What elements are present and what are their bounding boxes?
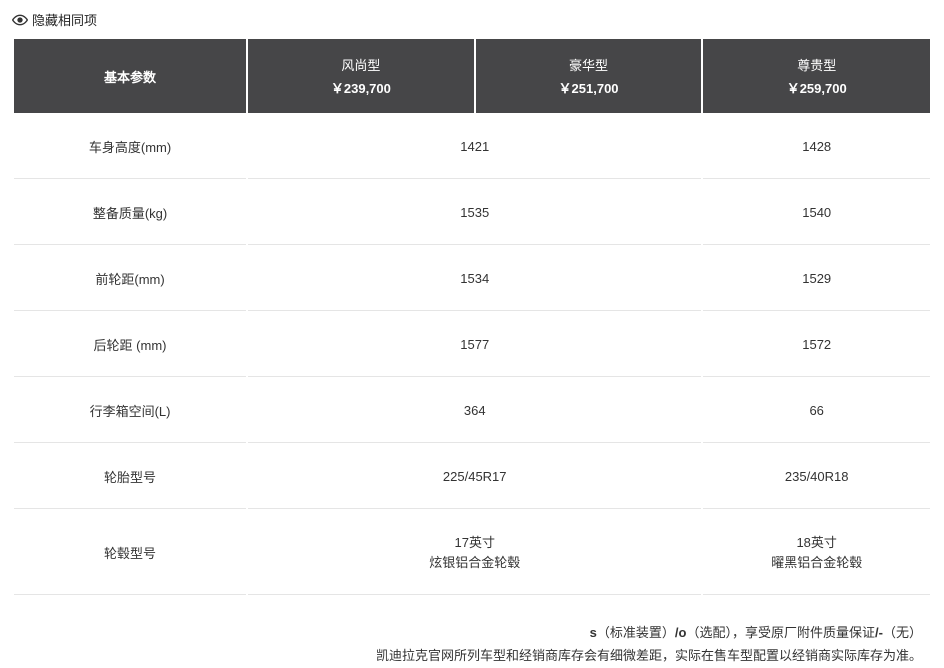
table-row: 车身高度(mm) 1421 1428 [14,115,930,179]
table-row: 轮胎型号 225/45R17 235/40R18 [14,445,930,509]
row-value: 18英寸曜黑铝合金轮毂 [703,511,930,595]
row-label: 后轮距 (mm) [14,313,246,377]
row-label: 行李箱空间(L) [14,379,246,443]
footnote: s（标准装置）/o（选配），享受原厂附件质量保证/-（无） 凯迪拉克官网所列车型… [12,621,932,668]
table-header-row: 基本参数 风尚型 ￥239,700 豪华型 ￥251,700 尊贵型 ￥259,… [14,39,930,113]
row-value: 1529 [703,247,930,311]
row-value-merged: 364 [248,379,701,443]
footnote-text: （无） [883,625,922,640]
row-value: 66 [703,379,930,443]
row-value-merged: 1421 [248,115,701,179]
table-row: 轮毂型号 17英寸炫银铝合金轮毂 18英寸曜黑铝合金轮毂 [14,511,930,595]
row-value: 1540 [703,181,930,245]
trim-name: 尊贵型 [711,55,922,74]
trim-price: ￥259,700 [711,78,922,97]
table-body: 车身高度(mm) 1421 1428 整备质量(kg) 1535 1540 前轮… [14,115,930,595]
spec-table: 基本参数 风尚型 ￥239,700 豪华型 ￥251,700 尊贵型 ￥259,… [12,37,932,597]
row-label: 车身高度(mm) [14,115,246,179]
header-trim-1: 豪华型 ￥251,700 [476,39,702,113]
footnote-o: o [679,625,687,640]
table-row: 整备质量(kg) 1535 1540 [14,181,930,245]
header-trim-0: 风尚型 ￥239,700 [248,39,474,113]
trim-name: 豪华型 [484,55,694,74]
footnote-line2: 凯迪拉克官网所列车型和经销商库存会有细微差距，实际在售车型配置以经销商实际库存为… [12,644,922,667]
hide-same-label: 隐藏相同项 [32,10,97,29]
table-row: 后轮距 (mm) 1577 1572 [14,313,930,377]
footnote-line1: s（标准装置）/o（选配），享受原厂附件质量保证/-（无） [12,621,922,644]
trim-price: ￥239,700 [256,78,466,97]
header-trim-2: 尊贵型 ￥259,700 [703,39,930,113]
row-value: 235/40R18 [703,445,930,509]
row-value-merged: 1577 [248,313,701,377]
hide-same-toggle[interactable]: 隐藏相同项 [12,10,932,29]
row-value-merged: 17英寸炫银铝合金轮毂 [248,511,701,595]
trim-name: 风尚型 [256,55,466,74]
footnote-text: （选配），享受原厂附件质量保证 [687,625,876,640]
row-value-merged: 1534 [248,247,701,311]
header-param-label: 基本参数 [104,70,156,85]
footnote-text: （标准装置） [597,625,675,640]
header-param: 基本参数 [14,39,246,113]
row-value-merged: 225/45R17 [248,445,701,509]
row-value: 1428 [703,115,930,179]
row-value-merged: 1535 [248,181,701,245]
table-row: 前轮距(mm) 1534 1529 [14,247,930,311]
row-label: 轮胎型号 [14,445,246,509]
row-value: 1572 [703,313,930,377]
eye-icon [12,12,28,28]
row-label: 前轮距(mm) [14,247,246,311]
row-label: 整备质量(kg) [14,181,246,245]
footnote-s: s [590,625,597,640]
trim-price: ￥251,700 [484,78,694,97]
table-row: 行李箱空间(L) 364 66 [14,379,930,443]
row-label: 轮毂型号 [14,511,246,595]
